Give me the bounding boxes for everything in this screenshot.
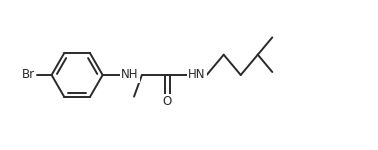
Text: Br: Br: [22, 69, 35, 81]
Text: HN: HN: [188, 69, 206, 81]
Text: O: O: [163, 95, 172, 108]
Text: NH: NH: [121, 69, 139, 81]
